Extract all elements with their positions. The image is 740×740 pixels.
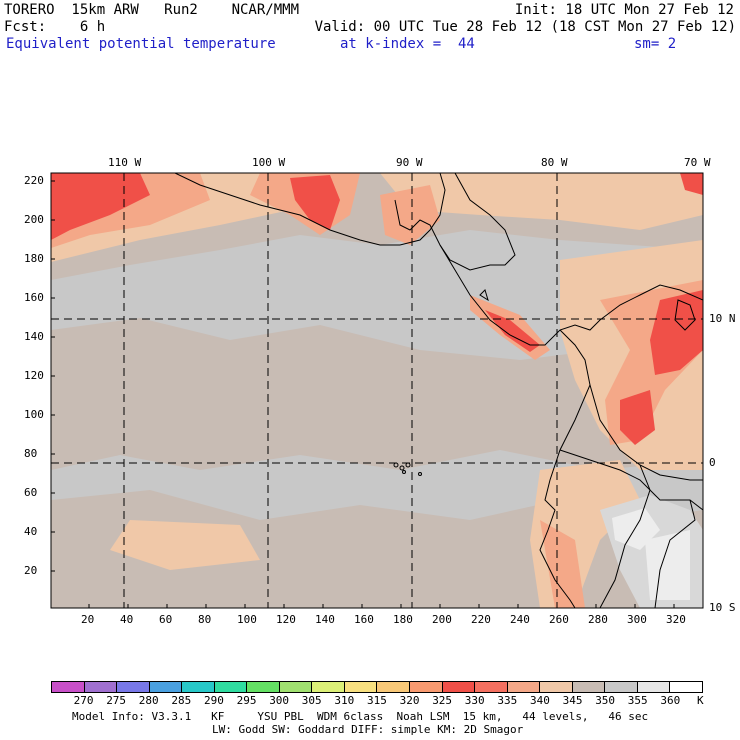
legend-swatch [475, 682, 508, 692]
right-lat-label: 0 [709, 456, 716, 469]
model-title: TORERO 15km ARW Run2 NCAR/MMM [4, 2, 300, 18]
bottom-x-label: 260 [549, 613, 569, 626]
model-info: Model Info: V3.3.1 KF YSU PBL WDM 6class… [72, 710, 649, 723]
legend-value: 285 [171, 694, 192, 707]
left-y-label: 60 [24, 486, 38, 499]
right-lat-label: 10 S [709, 601, 736, 614]
bottom-x-label: 100 [237, 613, 257, 626]
legend-swatch [670, 682, 702, 692]
legend-swatch [377, 682, 411, 692]
legend-unit: K [697, 694, 704, 707]
legend-swatch [410, 682, 443, 692]
legend-swatch [605, 682, 638, 692]
legend-swatch [84, 682, 118, 692]
legend-value: 325 [432, 694, 453, 707]
legend-swatch [279, 682, 313, 692]
bottom-x-label: 140 [315, 613, 335, 626]
legend-value: 290 [204, 694, 224, 707]
plot-frame [50, 172, 704, 609]
left-y-label: 80 [24, 447, 38, 460]
legend-value: 295 [236, 694, 257, 707]
legend-swatch [312, 682, 345, 692]
legend-value: 280 [138, 694, 159, 707]
top-lon-label: 110 W [108, 156, 142, 169]
legend-swatch [52, 682, 85, 692]
legend-swatch [637, 682, 671, 692]
left-y-label: 120 [24, 369, 44, 382]
legend-swatch [117, 682, 150, 692]
left-y-label: 180 [24, 252, 44, 265]
legend-value: 345 [562, 694, 583, 707]
bottom-x-label: 20 [81, 613, 95, 626]
field-name: Equivalent potential temperature [6, 36, 276, 52]
legend-swatch [442, 682, 476, 692]
legend-swatch [149, 682, 183, 692]
smoothing-info: sm= 2 [634, 36, 677, 52]
legend-value: 270 [73, 694, 94, 707]
color-legend [51, 681, 703, 693]
legend-swatch [540, 682, 573, 692]
legend-value: 350 [595, 694, 616, 707]
valid-time: Valid: 00 UTC Tue 28 Feb 12 (18 CST Mon … [314, 19, 736, 35]
physics-info: LW: Godd SW: Goddard DIFF: simple KM: 2D… [212, 723, 524, 736]
legend-swatch [507, 682, 541, 692]
legend-value: 310 [334, 694, 355, 707]
bottom-x-label: 180 [393, 613, 413, 626]
top-lon-label: 80 W [541, 156, 568, 169]
legend-value: 315 [367, 694, 387, 707]
legend-value: 355 [627, 694, 648, 707]
bottom-x-label: 60 [159, 613, 173, 626]
bottom-x-label: 220 [471, 613, 491, 626]
bottom-x-label: 200 [432, 613, 452, 626]
left-y-label: 140 [24, 330, 44, 343]
legend-swatch [182, 682, 215, 692]
bottom-x-label: 280 [588, 613, 608, 626]
bottom-x-label: 240 [510, 613, 530, 626]
left-y-label: 200 [24, 213, 44, 226]
legend-value: 305 [301, 694, 322, 707]
legend-value: 330 [464, 694, 485, 707]
legend-value: 320 [399, 694, 420, 707]
bottom-x-label: 300 [627, 613, 647, 626]
bottom-x-label: 80 [198, 613, 212, 626]
legend-value: 275 [106, 694, 127, 707]
legend-swatch [344, 682, 378, 692]
legend-swatch [247, 682, 280, 692]
bottom-x-label: 320 [666, 613, 686, 626]
left-y-label: 20 [24, 564, 38, 577]
legend-value: 340 [530, 694, 550, 707]
level-index: at k-index = 44 [340, 36, 475, 52]
top-lon-label: 100 W [252, 156, 286, 169]
bottom-x-label: 160 [354, 613, 374, 626]
forecast-hour: Fcst: 6 h [4, 19, 106, 35]
legend-value: 300 [269, 694, 290, 707]
map-field [51, 173, 703, 608]
left-y-label: 40 [24, 525, 38, 538]
bottom-x-label: 120 [276, 613, 296, 626]
top-lon-label: 70 W [684, 156, 711, 169]
bottom-x-label: 40 [120, 613, 134, 626]
left-y-label: 100 [24, 408, 44, 421]
legend-value: 335 [497, 694, 518, 707]
left-y-label: 160 [24, 291, 44, 304]
legend-swatch [572, 682, 606, 692]
right-lat-label: 10 N [709, 312, 736, 325]
legend-value: 360 [660, 694, 681, 707]
top-lon-label: 90 W [396, 156, 423, 169]
legend-swatch [214, 682, 248, 692]
left-y-label: 220 [24, 174, 44, 187]
init-time: Init: 18 UTC Mon 27 Feb 12 [514, 2, 734, 18]
